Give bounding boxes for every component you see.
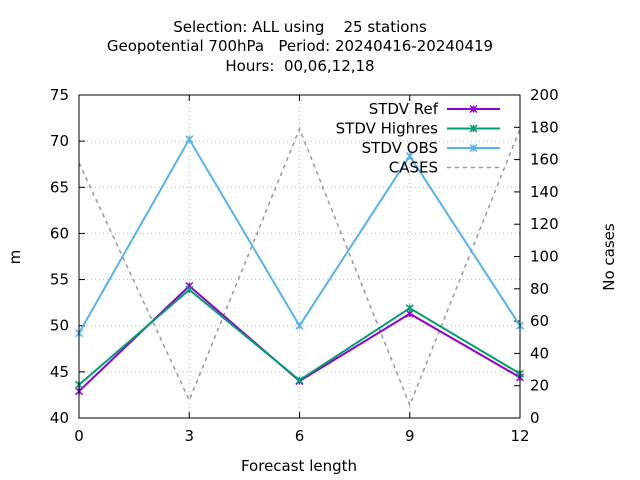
x-tick-label: 9 bbox=[405, 427, 415, 445]
legend-item: STDV Ref bbox=[369, 100, 500, 118]
chart-title: Selection: ALL using 25 stations Geopote… bbox=[107, 18, 493, 75]
data-point bbox=[295, 321, 304, 330]
x-axis-label: Forecast length bbox=[241, 457, 357, 475]
x-tick-label: 3 bbox=[184, 427, 194, 445]
y-axis-label: m bbox=[6, 250, 24, 265]
data-point bbox=[405, 151, 414, 160]
legend-item: STDV OBS bbox=[362, 139, 500, 157]
data-point bbox=[185, 285, 194, 294]
series-stdv-obs bbox=[74, 135, 525, 338]
series-layer bbox=[74, 126, 525, 408]
y-tick-label: 40 bbox=[50, 409, 69, 427]
y-tick-label: 75 bbox=[50, 86, 69, 104]
data-point bbox=[405, 304, 414, 313]
y2-tick-label: 60 bbox=[530, 312, 549, 330]
y2-tick-label: 120 bbox=[530, 215, 559, 233]
series-cases bbox=[78, 126, 521, 408]
title-line-1: Selection: ALL using 25 stations bbox=[173, 18, 427, 36]
y2-tick-label: 0 bbox=[530, 409, 540, 427]
y-tick-label: 55 bbox=[50, 271, 69, 289]
legend-label: STDV Highres bbox=[336, 120, 439, 138]
plot-frame bbox=[78, 94, 521, 419]
series-line bbox=[78, 126, 521, 408]
legend-label: STDV Ref bbox=[369, 100, 439, 118]
legend-marker bbox=[469, 143, 478, 153]
x-tick-label: 0 bbox=[74, 427, 84, 445]
legend-item: CASES bbox=[389, 159, 500, 177]
y2-tick-label: 160 bbox=[530, 151, 559, 169]
title-line-3: Hours: 00,06,12,18 bbox=[225, 57, 374, 75]
x-tick-label: 6 bbox=[295, 427, 305, 445]
ticks: 4045505560657075020406080100120140160180… bbox=[50, 86, 559, 445]
y2-tick-label: 140 bbox=[530, 183, 559, 201]
y2-tick-label: 40 bbox=[530, 344, 549, 362]
legend-marker bbox=[469, 104, 478, 114]
y2-axis-label: No cases bbox=[600, 223, 618, 291]
y-tick-label: 65 bbox=[50, 178, 69, 196]
legend-marker bbox=[469, 124, 478, 133]
legend-item: STDV Highres bbox=[336, 120, 500, 138]
title-line-2: Geopotential 700hPa Period: 20240416-202… bbox=[107, 37, 493, 55]
y2-tick-label: 200 bbox=[530, 86, 559, 104]
y2-tick-label: 80 bbox=[530, 280, 549, 298]
y-tick-label: 45 bbox=[50, 363, 69, 381]
x-tick-label: 12 bbox=[510, 427, 529, 445]
legend-label: CASES bbox=[389, 159, 438, 177]
y2-tick-label: 20 bbox=[530, 377, 549, 395]
data-point bbox=[185, 135, 194, 144]
legend-label: STDV OBS bbox=[362, 139, 438, 157]
y2-tick-label: 180 bbox=[530, 118, 559, 136]
grid bbox=[79, 95, 520, 418]
data-point bbox=[295, 376, 304, 385]
y-tick-label: 70 bbox=[50, 132, 69, 150]
y-tick-label: 50 bbox=[50, 317, 69, 335]
y2-tick-label: 100 bbox=[530, 248, 559, 266]
y-tick-label: 60 bbox=[50, 224, 69, 242]
